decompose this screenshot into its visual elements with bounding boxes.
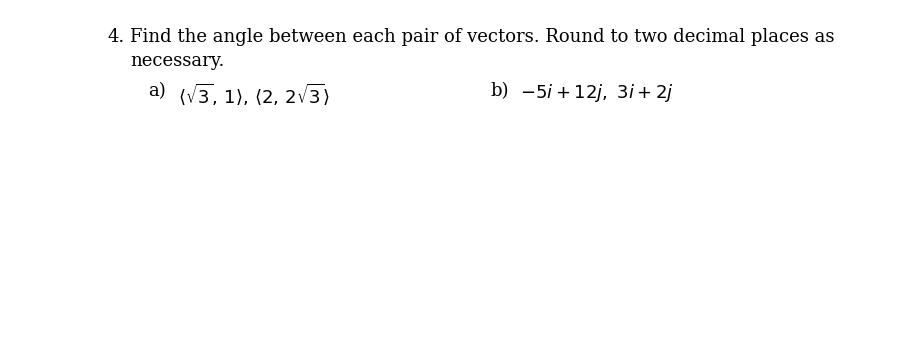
- Text: Find the angle between each pair of vectors. Round to two decimal places as: Find the angle between each pair of vect…: [130, 28, 834, 46]
- Text: 4.: 4.: [108, 28, 125, 46]
- Text: b): b): [490, 82, 508, 100]
- Text: $\langle\sqrt{3},\, 1\rangle,\, \langle 2,\, 2\sqrt{3}\rangle$: $\langle\sqrt{3},\, 1\rangle,\, \langle …: [178, 82, 330, 107]
- Text: $-5\mathit{i} + 12\mathit{j},\ 3\mathit{i} + 2\mathit{j}$: $-5\mathit{i} + 12\mathit{j},\ 3\mathit{…: [520, 82, 673, 104]
- Text: necessary.: necessary.: [130, 52, 224, 70]
- Text: a): a): [148, 82, 166, 100]
